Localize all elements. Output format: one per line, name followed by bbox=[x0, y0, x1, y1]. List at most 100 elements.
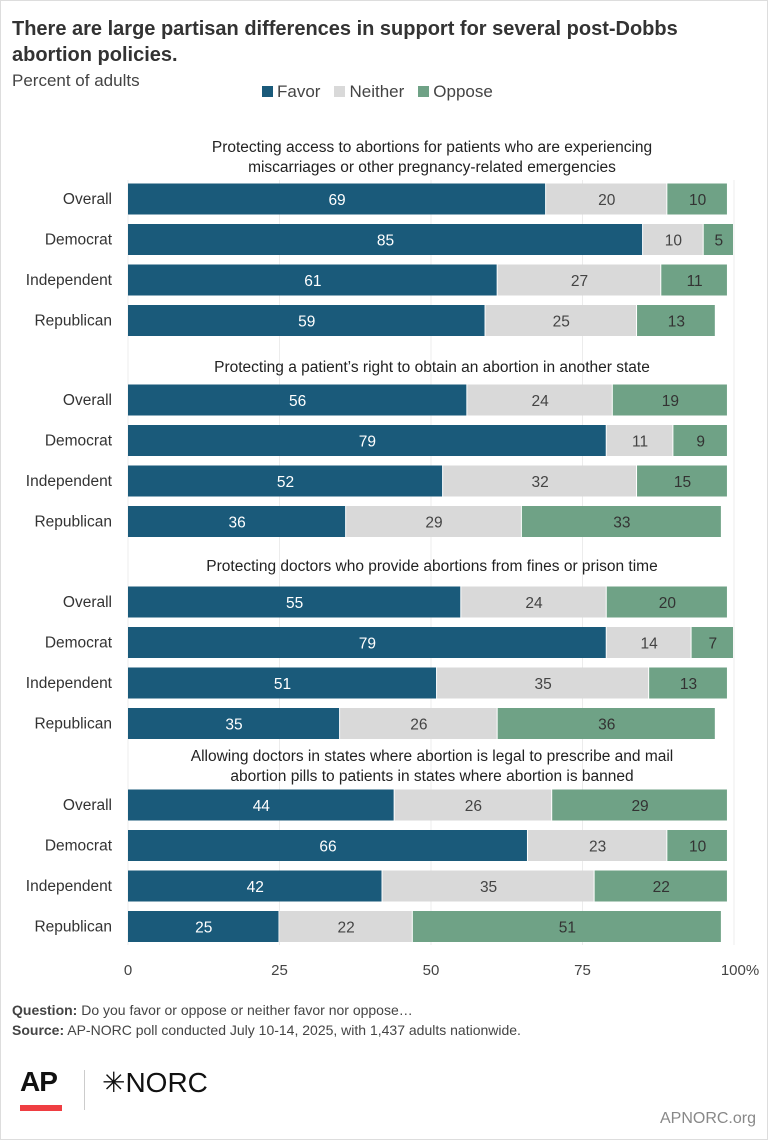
x-tick-label: 50 bbox=[423, 962, 440, 979]
stacked-bar-chart: 0 25 50 75 100%Protecting access to abortion… bbox=[26, 139, 759, 979]
bar-segment-oppose bbox=[612, 384, 727, 416]
legend-item-neither: Neither bbox=[334, 82, 404, 102]
legend-swatch-oppose bbox=[418, 86, 430, 97]
bar-segment-favor bbox=[128, 425, 606, 456]
data-label: 55 bbox=[286, 595, 303, 612]
bar-segment-favor bbox=[128, 870, 382, 902]
data-label: 11 bbox=[632, 434, 648, 451]
logo-divider bbox=[84, 1070, 85, 1110]
question-text: Do you favor or oppose or neither favor … bbox=[77, 1002, 413, 1018]
data-label: 61 bbox=[304, 273, 321, 290]
x-tick-label: 25 bbox=[271, 962, 288, 979]
data-label: 26 bbox=[410, 717, 427, 734]
bar-segment-oppose bbox=[703, 224, 733, 255]
source-note: Source: AP-NORC poll conducted July 10-1… bbox=[12, 1020, 521, 1040]
data-label: 79 bbox=[359, 434, 376, 451]
data-label: 51 bbox=[559, 920, 576, 937]
bar-segment-oppose bbox=[649, 667, 727, 699]
data-label: 25 bbox=[553, 314, 570, 331]
data-label: 25 bbox=[195, 920, 212, 937]
bar-segment-favor bbox=[128, 305, 485, 336]
bar-segment-favor bbox=[128, 789, 394, 821]
bar-segment-oppose bbox=[606, 586, 727, 618]
source-label: Source: bbox=[12, 1022, 65, 1038]
row-label: Independent bbox=[26, 878, 113, 895]
row-label: Republican bbox=[34, 919, 112, 936]
bar-segment-neither bbox=[546, 183, 667, 215]
bar-segment-oppose bbox=[594, 870, 727, 902]
data-label: 14 bbox=[641, 636, 659, 653]
ap-logo: AP bbox=[20, 1066, 58, 1097]
source-text: AP-NORC poll conducted July 10-14, 2025,… bbox=[64, 1022, 521, 1038]
group-title: Protecting doctors who provide abortions… bbox=[206, 558, 657, 575]
data-label: 59 bbox=[298, 314, 315, 331]
x-tick-label: 0 bbox=[124, 962, 132, 979]
data-label: 20 bbox=[659, 595, 677, 612]
data-label: 13 bbox=[680, 676, 697, 693]
data-label: 27 bbox=[571, 273, 588, 290]
bar-segment-oppose bbox=[637, 465, 727, 497]
row-label: Overall bbox=[63, 797, 112, 814]
bar-segment-oppose bbox=[552, 789, 727, 821]
bar-segment-oppose bbox=[673, 425, 727, 456]
bar-segment-neither bbox=[467, 384, 612, 416]
bar-segment-oppose bbox=[661, 264, 727, 296]
bar-segment-neither bbox=[443, 465, 637, 497]
data-label: 10 bbox=[665, 233, 683, 250]
data-label: 52 bbox=[277, 474, 294, 491]
row-label: Overall bbox=[63, 191, 112, 208]
row-label: Democrat bbox=[45, 232, 113, 249]
bar-segment-oppose bbox=[497, 708, 715, 739]
row-label: Independent bbox=[26, 272, 113, 289]
data-label: 66 bbox=[319, 839, 336, 856]
bar-segment-oppose bbox=[691, 627, 733, 658]
data-label: 23 bbox=[589, 839, 606, 856]
legend-item-favor: Favor bbox=[262, 82, 320, 102]
question-label: Question: bbox=[12, 1002, 78, 1018]
row-label: Republican bbox=[34, 313, 112, 330]
legend-swatch-neither bbox=[334, 86, 346, 97]
bar-segment-favor bbox=[128, 506, 346, 537]
group-title: Protecting access to abortions for patie… bbox=[212, 139, 652, 156]
bar-segment-oppose bbox=[412, 911, 721, 942]
question-note: Question: Do you favor or oppose or neit… bbox=[12, 1000, 521, 1020]
legend-label: Favor bbox=[277, 82, 321, 101]
data-label: 10 bbox=[689, 192, 707, 209]
legend-item-oppose: Oppose bbox=[418, 82, 493, 102]
group-title: Allowing doctors in states where abortio… bbox=[191, 748, 673, 765]
bar-segment-neither bbox=[606, 627, 691, 658]
x-tick-label: 75 bbox=[574, 962, 591, 979]
legend: Favor Neither Oppose bbox=[262, 82, 493, 102]
chart-title: There are large partisan differences in … bbox=[12, 18, 678, 66]
row-label: Independent bbox=[26, 473, 113, 490]
data-label: 36 bbox=[598, 717, 615, 734]
data-label: 32 bbox=[531, 474, 548, 491]
bar-segment-neither bbox=[497, 264, 661, 296]
data-label: 26 bbox=[465, 798, 482, 815]
row-label: Democrat bbox=[45, 838, 113, 855]
data-label: 29 bbox=[425, 515, 442, 532]
bar-segment-favor bbox=[128, 384, 467, 416]
group-title: abortion pills to patients in states whe… bbox=[230, 768, 633, 785]
bar-segment-neither bbox=[527, 830, 667, 861]
group-title: Protecting a patient’s right to obtain a… bbox=[214, 359, 650, 376]
bar-segment-oppose bbox=[637, 305, 715, 336]
bar-segment-oppose bbox=[521, 506, 721, 537]
data-label: 69 bbox=[328, 192, 345, 209]
row-label: Independent bbox=[26, 675, 113, 692]
data-label: 19 bbox=[662, 393, 679, 410]
row-label: Democrat bbox=[45, 635, 113, 652]
data-label: 35 bbox=[480, 879, 497, 896]
bar-segment-neither bbox=[461, 586, 606, 618]
bar-segment-neither bbox=[606, 425, 673, 456]
row-label: Democrat bbox=[45, 433, 113, 450]
footer-notes: Question: Do you favor or oppose or neit… bbox=[12, 1000, 521, 1040]
bar-segment-favor bbox=[128, 264, 497, 296]
data-label: 79 bbox=[359, 636, 376, 653]
bar-segment-neither bbox=[382, 870, 594, 902]
data-label: 36 bbox=[228, 515, 245, 532]
bar-segment-favor bbox=[128, 911, 279, 942]
bar-segment-neither bbox=[394, 789, 552, 821]
bar-segment-neither bbox=[346, 506, 521, 537]
row-label: Overall bbox=[63, 594, 112, 611]
